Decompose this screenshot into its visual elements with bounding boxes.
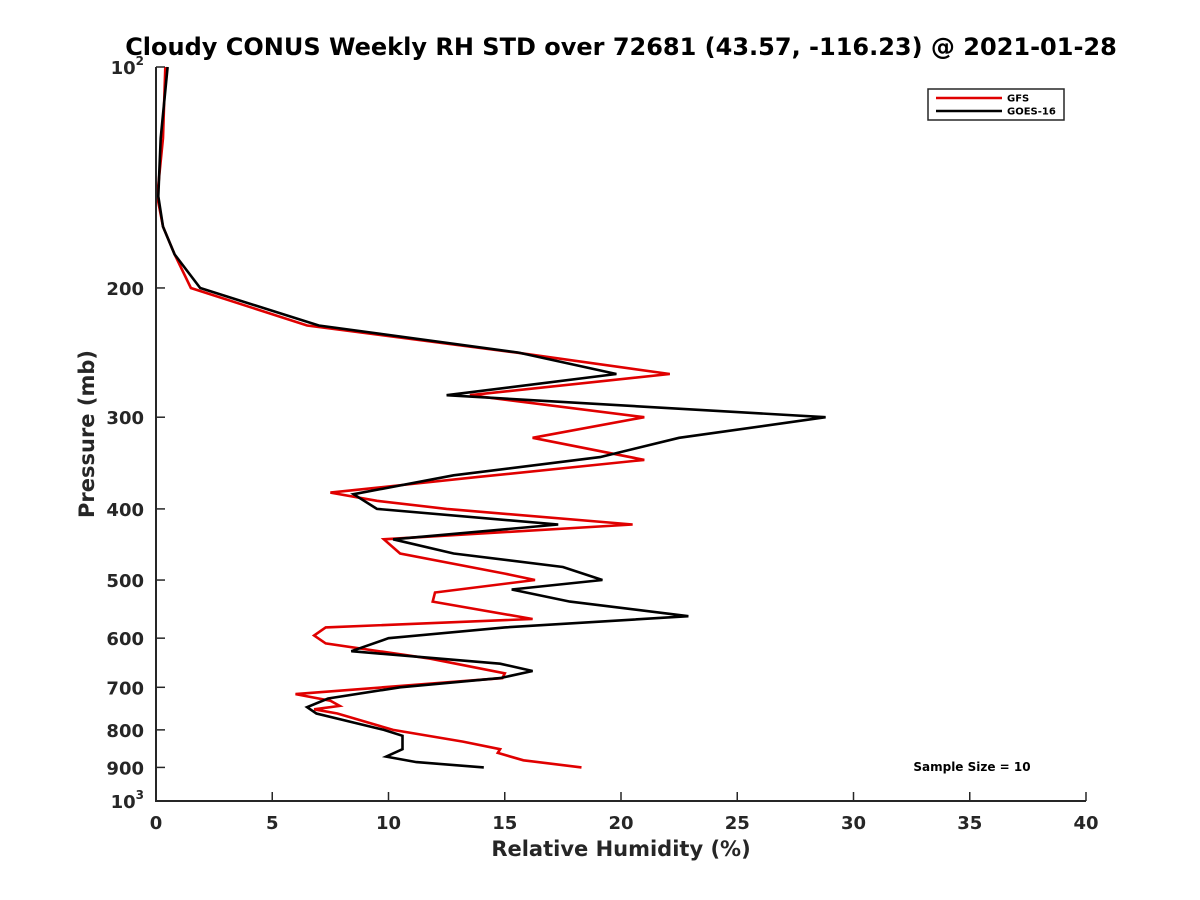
y-axis-ticks: 102 200 300 400 500 600 700 800 900 103 (106, 54, 165, 813)
chart-title: Cloudy CONUS Weekly RH STD over 72681 (4… (125, 33, 1117, 61)
series-layer (155, 66, 826, 769)
x-tick-label: 5 (266, 813, 279, 834)
x-tick-label: 35 (957, 813, 982, 834)
x-axis-label: Relative Humidity (%) (491, 837, 750, 861)
legend: GFS GOES-16 (927, 88, 1065, 121)
y-tick-label: 600 (106, 629, 144, 650)
sample-size-annotation: Sample Size = 10 (913, 760, 1030, 774)
legend-box (927, 88, 1065, 121)
x-tick-label: 0 (150, 813, 163, 834)
y-tick-label: 700 (106, 678, 144, 699)
y-axis-label: Pressure (mb) (75, 350, 99, 518)
x-tick-label: 40 (1073, 813, 1098, 834)
axes-frame (155, 67, 1086, 802)
x-tick-label: 15 (492, 813, 517, 834)
y-tick-label: 800 (106, 721, 144, 742)
y-tick-label: 300 (106, 408, 144, 429)
legend-label-goes16: GOES-16 (1007, 107, 1056, 118)
y-tick-label: 103 (111, 788, 144, 813)
x-axis-ticks: 0 5 10 15 20 25 30 35 40 (150, 792, 1099, 834)
series-line-goes16 (156, 66, 826, 769)
x-tick-label: 20 (608, 813, 633, 834)
x-tick-label: 10 (376, 813, 401, 834)
y-tick-label: 400 (106, 500, 144, 521)
x-tick-label: 30 (841, 813, 866, 834)
legend-label-gfs: GFS (1007, 94, 1029, 105)
y-tick-label: 900 (106, 758, 144, 779)
plot-area: 0 5 10 15 20 25 30 35 40 102 200 300 400 500 600 700 80… (106, 54, 1098, 834)
series-line-gfs (155, 66, 670, 769)
y-tick-label: 500 (106, 571, 144, 592)
y-tick-label: 102 (111, 54, 144, 79)
y-tick-label: 200 (106, 279, 144, 300)
x-tick-label: 25 (725, 813, 750, 834)
